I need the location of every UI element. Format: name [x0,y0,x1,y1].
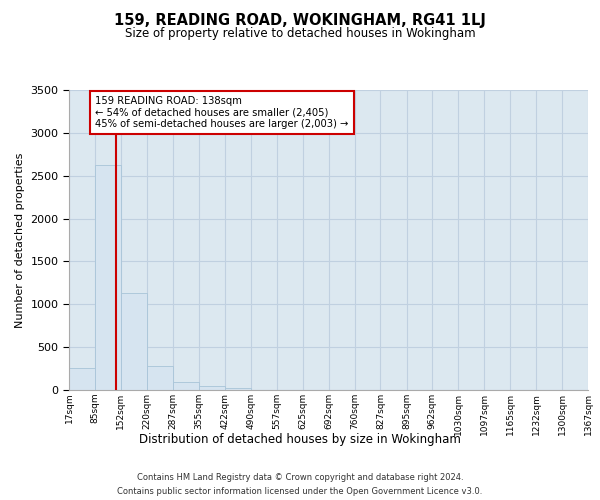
Y-axis label: Number of detached properties: Number of detached properties [15,152,25,328]
Bar [69,368,95,390]
Bar [173,382,199,390]
Bar [199,386,224,390]
Bar [95,164,121,390]
Text: Size of property relative to detached houses in Wokingham: Size of property relative to detached ho… [125,28,475,40]
Text: 159 READING ROAD: 138sqm
← 54% of detached houses are smaller (2,405)
45% of sem: 159 READING ROAD: 138sqm ← 54% of detach… [95,96,349,129]
Text: Contains public sector information licensed under the Open Government Licence v3: Contains public sector information licen… [118,488,482,496]
Bar [121,293,147,390]
Bar [147,366,173,390]
Bar [224,388,251,390]
Text: Distribution of detached houses by size in Wokingham: Distribution of detached houses by size … [139,432,461,446]
Text: 159, READING ROAD, WOKINGHAM, RG41 1LJ: 159, READING ROAD, WOKINGHAM, RG41 1LJ [114,12,486,28]
Text: Contains HM Land Registry data © Crown copyright and database right 2024.: Contains HM Land Registry data © Crown c… [137,472,463,482]
